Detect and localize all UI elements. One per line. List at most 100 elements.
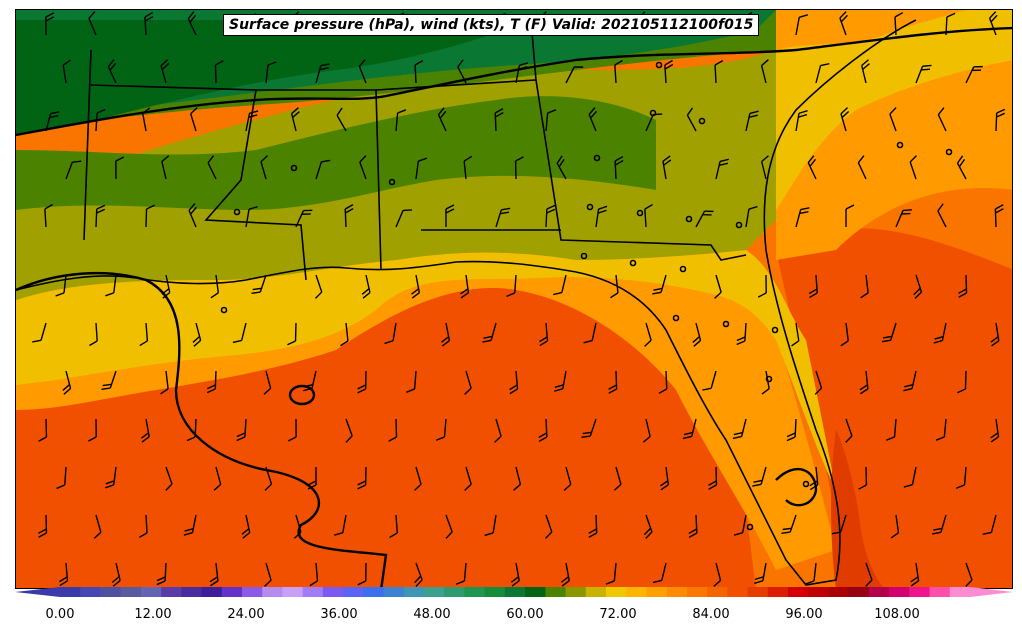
wind-barb: [145, 204, 155, 228]
isobar-gulf: [16, 271, 388, 588]
wind-barb: [315, 159, 331, 180]
wind-barb: [645, 113, 663, 132]
colorbar-swatch: [949, 587, 971, 597]
wind-barb: [752, 466, 767, 487]
colorbar-extend-min: [15, 587, 60, 597]
wind-barb: [642, 418, 651, 443]
colorbar-swatch: [464, 587, 486, 597]
wind-barb: [142, 107, 151, 132]
wind-barb: [107, 59, 117, 84]
wind-barb: [89, 322, 98, 347]
station: [593, 154, 601, 162]
wind-barb: [957, 370, 967, 394]
wind-barb: [556, 155, 567, 180]
wind-barb: [881, 322, 897, 343]
colorbar-swatch: [403, 587, 425, 597]
wind-barb: [441, 322, 451, 347]
wind-barb: [745, 110, 759, 132]
wind-barb: [236, 418, 247, 442]
colorbar: [15, 587, 1013, 597]
wind-barb: [56, 466, 67, 490]
colorbar-swatch: [626, 587, 647, 597]
wind-barb: [336, 107, 347, 132]
wind-barb: [595, 205, 608, 228]
wind-barb: [786, 418, 797, 442]
wind-barb: [307, 466, 317, 490]
wind-barb: [815, 63, 830, 84]
wind-barb: [138, 514, 148, 539]
wind-barb: [913, 274, 923, 299]
wind-barb: [45, 12, 55, 36]
colorbar-swatch: [747, 587, 769, 597]
wind-barb: [101, 370, 117, 391]
wind-barb: [956, 155, 967, 180]
wind-barb: [214, 60, 224, 84]
wind-barb: [610, 274, 619, 299]
colorbar-swatch: [707, 587, 728, 597]
colorbar-extend-max: [970, 587, 1013, 597]
wind-barb: [990, 418, 1000, 443]
wind-barb: [445, 204, 455, 228]
wind-barb: [937, 107, 947, 132]
wind-barb: [652, 562, 667, 584]
wind-barb: [805, 562, 817, 585]
coastline: [16, 19, 917, 586]
wind-barb: [484, 514, 497, 537]
wind-barb: [563, 466, 572, 491]
wind-barb: [105, 274, 117, 297]
wind-barb: [140, 418, 150, 443]
colorbar-tick-label: 108.00: [874, 607, 920, 622]
wind-barb: [840, 322, 849, 347]
colorbar-swatch: [565, 587, 587, 597]
wind-barb: [340, 322, 349, 347]
wind-barb: [445, 514, 453, 539]
wind-barb: [160, 370, 169, 395]
wind-barb: [990, 322, 1000, 347]
wind-barb: [509, 370, 519, 395]
colorbar-swatch: [545, 587, 567, 597]
wind-barb: [736, 322, 747, 346]
wind-barb: [414, 466, 422, 491]
wind-barb: [293, 514, 302, 539]
wind-barb: [32, 322, 47, 343]
isobar-north: [16, 26, 1012, 137]
wind-barb: [314, 274, 323, 299]
station: [679, 265, 687, 273]
wind-barb: [945, 12, 956, 36]
colorbar-tick-label: 96.00: [785, 607, 823, 622]
wind-barb: [303, 370, 317, 392]
wind-barb: [65, 160, 82, 180]
colorbar-swatch: [282, 587, 304, 597]
station: [586, 203, 594, 211]
wind-barb: [757, 274, 767, 298]
wind-barb: [845, 418, 853, 443]
station: [735, 221, 743, 229]
wind-barb: [206, 370, 217, 394]
wind-barb: [494, 108, 504, 132]
colorbar-tick-label: 0.00: [45, 607, 75, 622]
wind-barb: [860, 274, 869, 299]
wind-barb: [588, 514, 598, 538]
wind-barb: [395, 209, 413, 228]
wind-barb: [995, 108, 1006, 132]
wind-barb: [186, 418, 197, 442]
wind-barb: [662, 155, 672, 180]
wind-barb: [890, 514, 900, 539]
colorbar-swatch: [848, 587, 870, 597]
wind-barb: [414, 60, 424, 84]
station: [580, 252, 588, 260]
wind-barb: [295, 209, 313, 228]
wind-barb: [415, 157, 428, 180]
wind-barb: [588, 107, 598, 132]
colorbar-swatch: [120, 587, 142, 597]
wind-barb: [213, 466, 222, 491]
wind-barb: [241, 514, 251, 539]
colorbar-swatch: [666, 587, 688, 597]
wind-barb: [457, 59, 467, 84]
wind-barb: [545, 204, 556, 228]
wind-barb: [660, 466, 670, 491]
wind-barb: [581, 418, 597, 439]
wind-barb: [814, 370, 823, 395]
wind-barb: [583, 322, 597, 344]
wind-barb: [809, 466, 819, 491]
